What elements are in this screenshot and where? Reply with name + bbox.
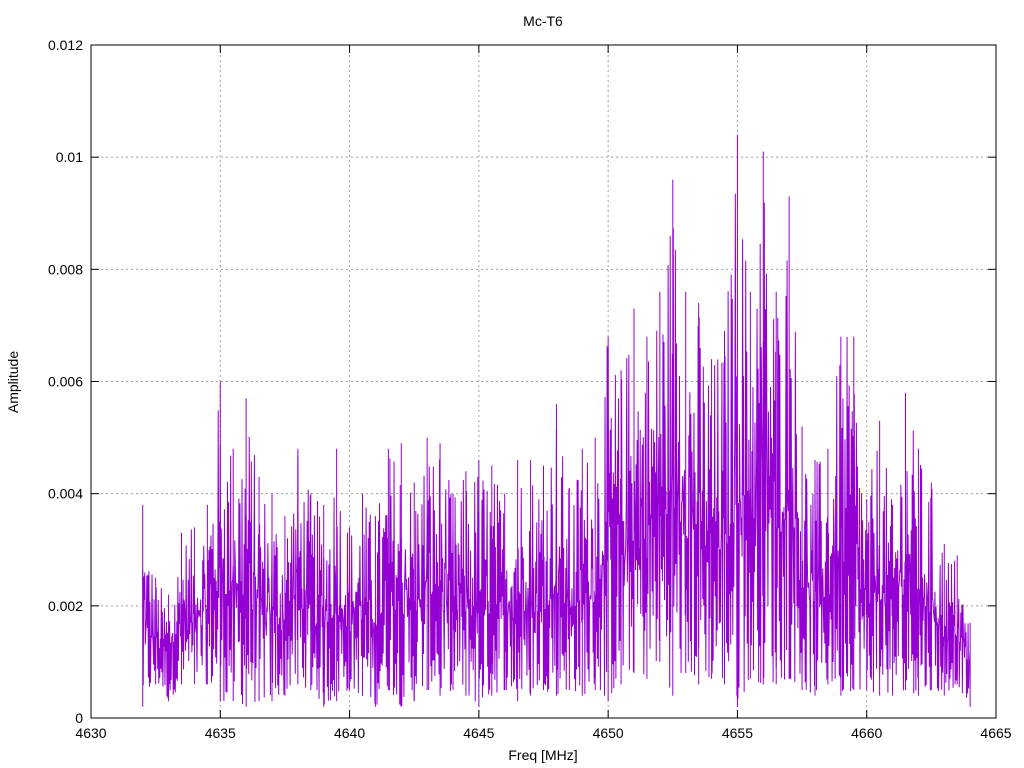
y-tick-label: 0.012 xyxy=(48,37,83,53)
data-series xyxy=(142,134,971,707)
y-tick-label: 0 xyxy=(75,710,83,726)
x-tick-label: 4660 xyxy=(851,725,882,741)
x-tick-label: 4645 xyxy=(463,725,494,741)
tick-labels: 4630 4635 4640 4645 4650 4655 4660 4665 0 0.002 0.… xyxy=(48,37,1012,741)
x-tick-label: 4635 xyxy=(205,725,236,741)
y-tick-label: 0.004 xyxy=(48,486,83,502)
y-tick-label: 0.006 xyxy=(48,374,83,390)
y-tick-label: 0.002 xyxy=(48,598,83,614)
x-axis-title: Freq [MHz] xyxy=(508,747,577,763)
x-tick-label: 4650 xyxy=(593,725,624,741)
y-axis-title: Amplitude xyxy=(5,351,21,413)
y-tick-label: 0.01 xyxy=(56,149,83,165)
x-tick-label: 4640 xyxy=(334,725,365,741)
axis-ticks xyxy=(90,44,997,719)
x-tick-label: 4665 xyxy=(980,725,1011,741)
x-tick-label: 4655 xyxy=(722,725,753,741)
x-tick-label: 4630 xyxy=(75,725,106,741)
chart-title: Mc-T6 xyxy=(523,13,563,29)
y-tick-label: 0.008 xyxy=(48,261,83,277)
